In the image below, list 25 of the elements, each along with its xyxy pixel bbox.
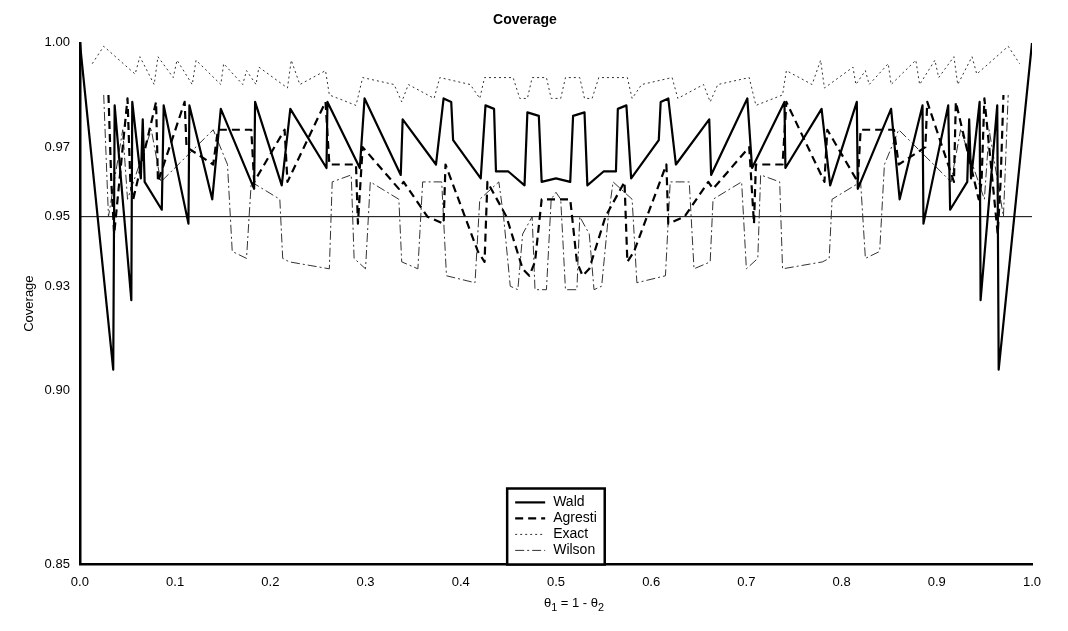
y-axis-title: Coverage — [21, 275, 37, 332]
line-series — [91, 45, 1021, 106]
x-tick-label: 1.0 — [1022, 573, 1042, 589]
x-tick-label: 0.2 — [261, 573, 280, 589]
x-tick-label: 0.5 — [546, 573, 565, 589]
x-tick-label: 0.9 — [927, 573, 946, 589]
y-tick-label: 0.95 — [44, 208, 70, 224]
legend-label: Exact — [553, 525, 589, 542]
x-tick-label: 0.4 — [451, 573, 470, 589]
y-tick-label: 1.00 — [44, 34, 70, 50]
legend-label: Wald — [553, 493, 585, 510]
x-tick-label: 0.0 — [70, 573, 89, 589]
chart-title: Coverage — [493, 11, 558, 28]
y-tick-label: 0.97 — [44, 138, 70, 154]
x-tick-label: 0.1 — [166, 573, 185, 589]
legend-label: Agresti — [553, 509, 597, 526]
x-tick-label: 0.7 — [737, 573, 756, 589]
x-tick-label: 0.3 — [356, 573, 375, 589]
y-tick-label: 0.85 — [44, 555, 70, 571]
x-axis-title: θ$_{1}$ = 1 - θ$_{2}$ — [542, 595, 606, 613]
legend-label: Wilson — [553, 541, 596, 558]
y-tick-label: 0.93 — [44, 277, 70, 293]
x-tick-label: 0.8 — [832, 573, 851, 589]
x-tick-label: 0.6 — [642, 573, 661, 589]
y-tick-label: 0.90 — [44, 382, 70, 398]
